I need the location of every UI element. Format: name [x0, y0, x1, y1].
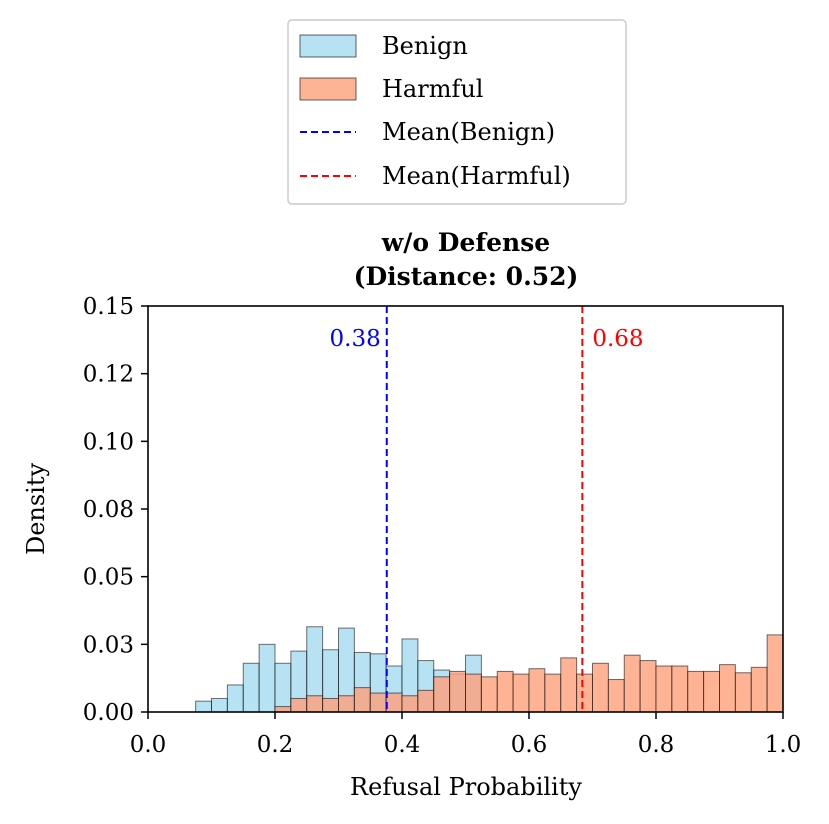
harmful-bar: [766, 634, 784, 713]
y-tick-label: 0.08: [83, 497, 134, 523]
harmful-bar: [687, 670, 705, 713]
benign-bar: [242, 662, 260, 713]
legend-label-benign: Benign: [382, 32, 468, 60]
harmful-bar: [528, 668, 546, 713]
harmful-bar: [607, 679, 625, 713]
harmful-bar: [353, 687, 371, 713]
y-tick-label: 0.00: [83, 700, 134, 726]
legend-swatch-benign: [299, 34, 357, 58]
plot-area-frame: [147, 305, 784, 713]
x-tick-label: 1.0: [765, 732, 802, 758]
x-tick-label: 0.4: [384, 732, 421, 758]
benign-bar: [274, 662, 292, 713]
harmful-bar: [703, 670, 720, 713]
y-axis-label: Density: [22, 463, 50, 556]
harmful-bar: [338, 695, 355, 713]
harmful-bar: [480, 676, 498, 713]
harmful-bar: [417, 689, 435, 713]
mean-label-benign: 0.38: [330, 326, 381, 352]
benign-bar: [195, 700, 212, 713]
harmful-bar: [385, 692, 403, 713]
harmful-bar: [655, 665, 673, 713]
harmful-bar: [576, 673, 593, 713]
benign-bar: [211, 697, 228, 713]
benign-bar: [226, 684, 244, 713]
harmful-bar: [623, 654, 641, 713]
legend-swatch-harmful: [299, 77, 357, 101]
harmful-bar: [750, 666, 768, 713]
legend-label-harmful: Harmful: [382, 75, 483, 103]
harmful-bar: [433, 676, 451, 713]
benign-bar: [258, 643, 276, 713]
harmful-bar: [719, 664, 736, 713]
y-tick-label: 0.15: [83, 294, 134, 320]
harmful-bar: [465, 673, 482, 713]
x-axis-ticks: 0.0 0.2 0.4 0.6 0.8 1.0: [130, 712, 802, 758]
harmful-bar: [274, 706, 292, 713]
harmful-bar: [306, 695, 324, 713]
x-axis-label: Refusal Probability: [350, 773, 582, 801]
legend-label-mean-harmful: Mean(Harmful): [382, 162, 571, 190]
harmful-bar: [322, 697, 339, 713]
harmful-bar: [560, 657, 578, 713]
harmful-bar: [369, 692, 387, 713]
harmful-bar: [512, 673, 530, 713]
harmful-bar: [401, 695, 419, 713]
chart-title-line2: (Distance: 0.52): [354, 262, 579, 291]
harmful-bar: [734, 672, 752, 713]
y-tick-label: 0.05: [83, 565, 134, 591]
y-tick-label: 0.03: [83, 632, 134, 658]
harmful-bar: [592, 662, 609, 713]
harmful-bar: [449, 670, 466, 713]
y-tick-label: 0.10: [83, 429, 134, 455]
x-tick-label: 0.8: [638, 732, 675, 758]
y-axis-ticks: 0.00 0.03 0.05 0.08 0.10 0.12 0.15: [83, 294, 148, 726]
legend-label-mean-benign: Mean(Benign): [382, 118, 555, 146]
harmful-bar: [639, 660, 657, 713]
harmful-bar: [544, 673, 562, 713]
mean-label-harmful: 0.68: [592, 326, 643, 352]
x-tick-label: 0.2: [257, 732, 294, 758]
harmful-bar: [496, 670, 514, 713]
chart-title-line1: w/o Defense: [381, 228, 550, 257]
harmful-bar: [290, 697, 308, 713]
legend-box: [287, 19, 627, 205]
x-tick-label: 0.6: [511, 732, 548, 758]
legend: Benign Harmful Mean(Benign) Mean(Harmful…: [287, 19, 627, 205]
harmful-bar: [671, 665, 689, 713]
x-tick-label: 0.0: [130, 732, 167, 758]
y-tick-label: 0.12: [83, 362, 134, 388]
mean-lines: 0.38 0.68: [330, 306, 644, 712]
